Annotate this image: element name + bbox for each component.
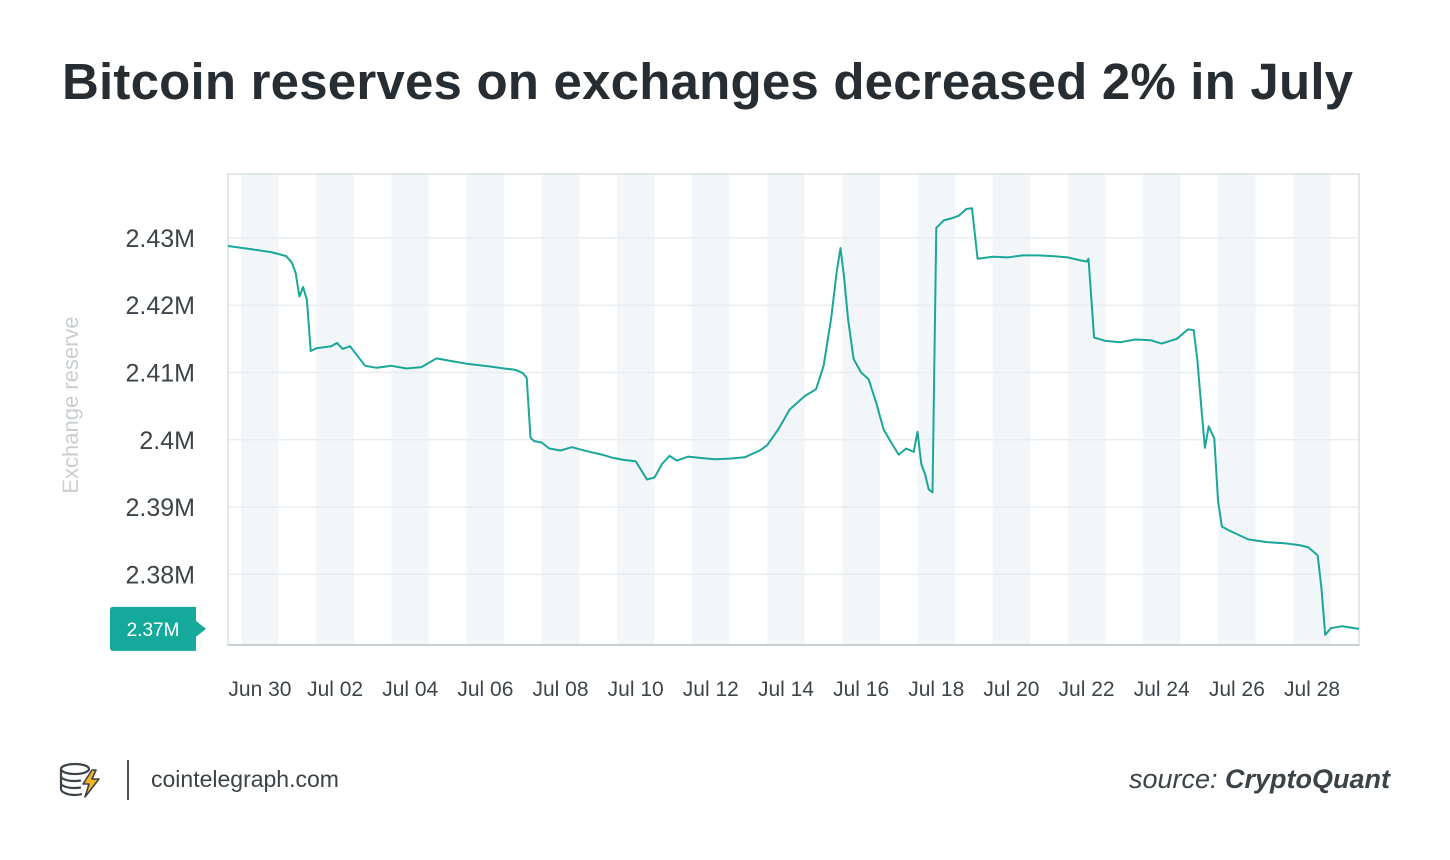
x-tick-label: Jul 18 [908, 678, 964, 701]
badge-shape [110, 606, 206, 651]
y-tick-label: 2.38M [126, 561, 195, 589]
x-tick-label: Jul 20 [983, 678, 1039, 701]
date-band [391, 174, 430, 645]
series-line-exchange-reserve [227, 207, 1360, 636]
source-label: source: [1128, 764, 1218, 794]
source-name: CryptoQuant [1225, 764, 1390, 794]
footer-source: source: CryptoQuant [1129, 764, 1390, 795]
date-band [1218, 174, 1256, 645]
cointelegraph-logo-icon [58, 760, 104, 805]
x-tick-label: Jul 02 [307, 678, 363, 701]
date-band [616, 174, 655, 645]
current-value-badge: 2.37M [110, 606, 206, 651]
date-band [692, 174, 730, 645]
y-tick-label: 2.39M [126, 494, 195, 522]
x-tick-label: Jul 14 [758, 678, 814, 701]
date-band [767, 174, 805, 645]
x-tick-label: Jul 16 [833, 678, 889, 701]
chart-title: Bitcoin reserves on exchanges decreased … [62, 53, 1354, 110]
date-band [466, 174, 505, 645]
date-band [842, 174, 880, 645]
date-band [1142, 174, 1181, 645]
date-band [541, 174, 580, 645]
x-tick-label: Jul 06 [457, 678, 513, 701]
x-tick-label: Jul 22 [1059, 678, 1115, 701]
y-axis-label: Exchange reserve [58, 316, 83, 493]
y-axis-ticks: 2.43M 2.42M 2.41M 2.4M 2.39M 2.38M [126, 225, 195, 589]
footer-site-link[interactable]: cointelegraph.com [151, 766, 339, 792]
y-tick-label: 2.42M [126, 292, 195, 320]
x-tick-label: Jul 26 [1209, 678, 1265, 701]
x-tick-label: Jun 30 [228, 678, 291, 701]
x-tick-label: Jul 10 [608, 678, 664, 701]
gridlines [228, 237, 1359, 576]
date-band [316, 174, 354, 645]
current-value-label: 2.37M [127, 620, 180, 641]
x-tick-label: Jul 08 [533, 678, 589, 701]
date-band [1293, 174, 1331, 645]
x-tick-label: Jul 04 [382, 678, 438, 701]
y-tick-label: 2.4M [139, 427, 195, 455]
date-band [992, 174, 1031, 645]
x-tick-label: Jul 12 [683, 678, 739, 701]
x-axis-ticks: Jun 30 Jul 02 Jul 04 Jul 06 Jul 08 Jul 10 Jul … [228, 678, 1340, 701]
x-tick-label: Jul 24 [1134, 678, 1190, 701]
x-tick-label: Jul 28 [1284, 678, 1340, 701]
y-tick-label: 2.43M [126, 225, 195, 253]
y-tick-label: 2.41M [126, 359, 195, 387]
date-band [1067, 174, 1106, 645]
footer-divider [127, 760, 129, 800]
